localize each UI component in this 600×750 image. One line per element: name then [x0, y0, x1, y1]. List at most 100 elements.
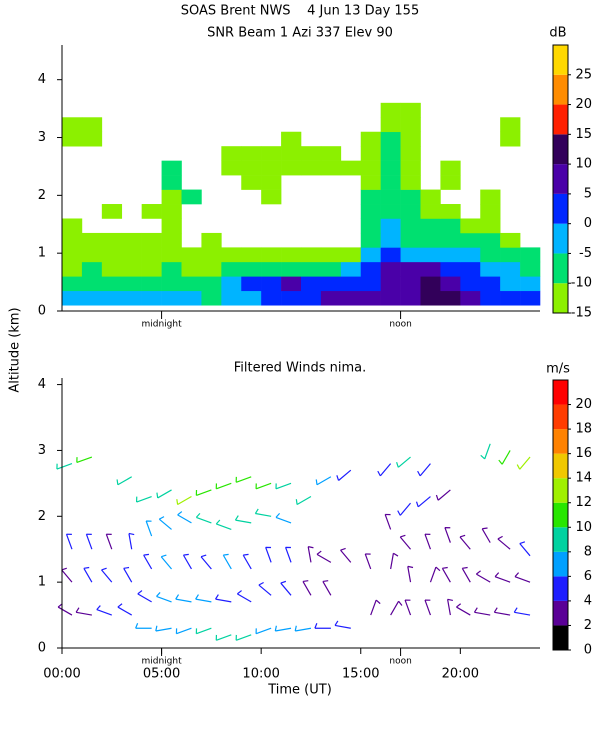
heat-cell [301, 146, 322, 161]
wind-barb [195, 489, 212, 496]
heat-cell [221, 146, 242, 161]
wind-barb [105, 533, 113, 550]
heat-cell [480, 189, 501, 205]
colorbar-tick-label: 20 [575, 397, 592, 412]
wind-barb [76, 456, 93, 464]
wind-barb [215, 482, 232, 490]
heat-cell [380, 102, 401, 118]
heat-cell [241, 175, 262, 190]
heat-cell [500, 117, 521, 133]
heat-cell [360, 146, 381, 161]
heat-cell [101, 276, 123, 292]
wind-barb [235, 476, 252, 483]
heat-cell [380, 160, 401, 176]
heat-cell [301, 160, 322, 176]
wind-barb [61, 567, 73, 583]
heat-cell [360, 131, 381, 147]
heat-cell [281, 146, 302, 161]
wind-barb [494, 572, 511, 583]
wind-barb [404, 599, 412, 616]
heat-cell [101, 247, 123, 263]
heat-cell [400, 232, 421, 248]
wind-barb [275, 512, 292, 524]
heat-cell [320, 160, 342, 176]
x-tick-label: 05:00 [143, 667, 180, 682]
wind-barb [175, 594, 192, 603]
heat-cell [221, 160, 242, 176]
colorbar-swatch [553, 600, 568, 626]
colorbar-swatch [553, 404, 568, 430]
heat-cell [380, 117, 401, 133]
wind-barb [160, 554, 173, 570]
heat-cell [161, 276, 182, 292]
wind-barb [242, 553, 252, 570]
heat-cell [440, 232, 461, 248]
heat-cell [400, 290, 421, 306]
heat-cell [500, 276, 521, 292]
heat-cell [161, 261, 182, 277]
wind-barb [285, 546, 292, 563]
wind-barb [396, 456, 411, 468]
colorbar-swatch [553, 429, 568, 454]
heat-cell [161, 247, 182, 263]
colorbar-frame [552, 44, 569, 314]
heat-cell [400, 261, 421, 277]
wind-barb [236, 590, 252, 603]
colorbar-swatch [553, 164, 568, 194]
heat-cell [320, 290, 342, 306]
heat-cell [500, 247, 521, 263]
heat-cell [81, 247, 103, 263]
heat-cell [320, 261, 342, 277]
wind-barb [116, 476, 133, 486]
heat-cell [81, 276, 103, 292]
heat-cell [360, 232, 381, 248]
wind-barb [255, 627, 272, 635]
heat-cell [500, 290, 521, 306]
wind-barb [83, 566, 93, 583]
wind-barb [255, 482, 272, 490]
wind-barb [274, 625, 292, 632]
heat-cell [480, 232, 501, 248]
colorbar-tick-label: 4 [584, 593, 592, 608]
wind-barb [493, 607, 511, 616]
colorbar-swatch [553, 134, 568, 165]
heat-cell [241, 290, 262, 306]
wind-barb [158, 516, 172, 530]
wind-barb [222, 553, 232, 570]
heat-cell [181, 247, 202, 263]
wind-barb [195, 594, 212, 603]
wind-barb [137, 590, 152, 603]
heat-cell [281, 247, 302, 263]
wind-barb [481, 527, 491, 543]
wind-barb [156, 489, 172, 499]
wind-barb [195, 512, 212, 524]
heat-cell [320, 276, 342, 292]
heat-cell [161, 189, 182, 205]
heat-cell [62, 131, 83, 147]
heat-cell [380, 276, 401, 292]
heat-cell [261, 160, 282, 176]
wind-barb [175, 627, 192, 635]
wind-barb [415, 496, 431, 508]
wind-barb [155, 625, 172, 632]
wind-barb [519, 541, 531, 557]
heat-cell [201, 276, 222, 292]
wind-barb [234, 515, 252, 524]
wind-barb [390, 600, 403, 616]
heat-cell [261, 175, 282, 190]
heat-cell [380, 204, 401, 219]
colorbar-swatch [553, 625, 568, 650]
heat-cell [440, 290, 461, 306]
colorbar-tick-label: 8 [584, 544, 592, 559]
heat-cell [62, 261, 83, 277]
heat-cell [360, 189, 381, 205]
heat-cell [121, 232, 142, 248]
y-tick-label: 4 [38, 72, 46, 87]
wind-barb [473, 607, 491, 616]
colorbar-tick-label: 14 [575, 471, 592, 486]
colorbar-swatch [553, 453, 568, 479]
heat-cell [141, 247, 162, 263]
heat-cell [121, 276, 142, 292]
heat-cell [360, 290, 381, 306]
heat-cell [221, 247, 242, 263]
